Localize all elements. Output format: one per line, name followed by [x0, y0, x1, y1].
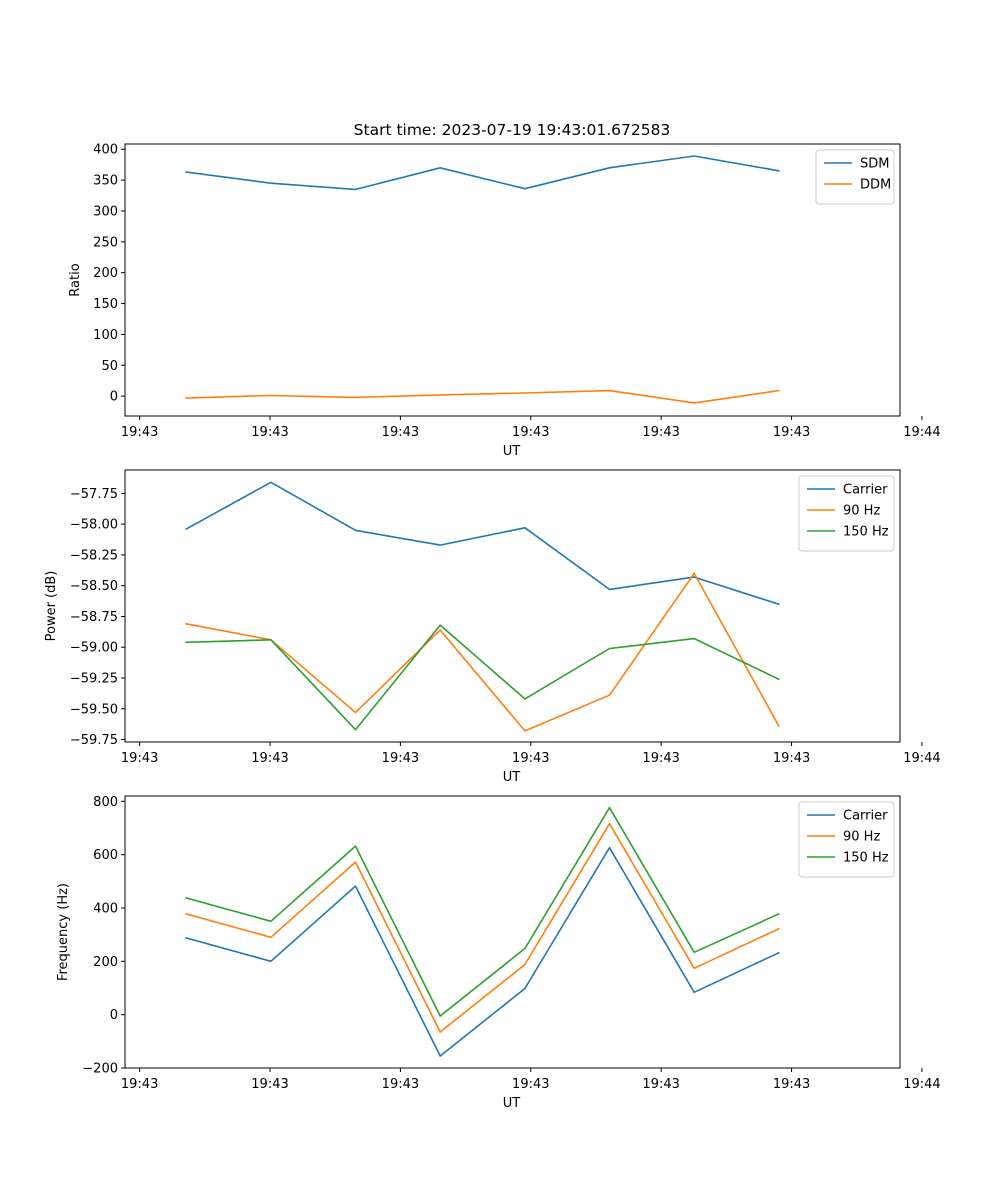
- axes-frame: [124, 143, 901, 417]
- series-line-90-hz: [185, 572, 780, 732]
- y-tick-label: 0: [110, 1008, 118, 1023]
- chart-panel-3: 19:43 19:43 19:43 19:43 19:43 19:43 19:44 −200 0…: [56, 795, 941, 1111]
- y-tick-label: 400: [93, 902, 118, 917]
- x-tick-label: 19:43: [773, 425, 810, 440]
- legend-entry: 150 Hz: [843, 851, 889, 866]
- y-tick-label: 600: [93, 848, 118, 863]
- legend-entry: 90 Hz: [843, 830, 880, 845]
- y-tick-label: 250: [93, 235, 118, 250]
- x-tick-label: 19:43: [382, 751, 419, 766]
- y-tick-label: −200: [82, 1062, 118, 1077]
- y-tick-label: −59.75: [70, 733, 118, 748]
- y-tick-label: −58.00: [70, 518, 118, 533]
- y-axis-label: Ratio: [68, 263, 83, 296]
- y-tick-label: 200: [93, 955, 118, 970]
- x-tick-label: 19:43: [121, 425, 158, 440]
- series-line-150-hz: [185, 624, 780, 731]
- y-axis-label: Power (dB): [44, 571, 59, 642]
- y-tick-label: −58.50: [70, 579, 118, 594]
- chart-panel-1: 19:43 19:43 19:43 19:43 19:43 19:43 19:44 0 50 10…: [68, 143, 941, 459]
- y-tick-label: 300: [93, 204, 118, 219]
- legend: SDM DDM: [815, 149, 895, 205]
- axes-frame: [124, 469, 901, 743]
- x-tick-label: 19:43: [382, 1077, 419, 1092]
- y-tick-label: −59.25: [70, 672, 118, 687]
- x-tick-label: 19:43: [642, 1077, 679, 1092]
- legend-entry: Carrier: [843, 483, 888, 498]
- series-line-ddm: [185, 389, 780, 404]
- chart-panels: 19:43 19:43 19:43 19:43 19:43 19:43 19:44 0 50 10…: [44, 143, 941, 1111]
- y-tick-label: 100: [93, 328, 118, 343]
- legend: Carrier 90 Hz 150 Hz: [798, 475, 895, 552]
- axes-frame: [124, 795, 901, 1069]
- y-tick-label: 50: [101, 359, 118, 374]
- series-line-90-hz: [185, 822, 780, 1033]
- x-tick-label: 19:43: [512, 1077, 549, 1092]
- y-axis-label: Frequency (Hz): [56, 883, 71, 981]
- chart-panel-2: 19:43 19:43 19:43 19:43 19:43 19:43 19:44 −59.7…: [44, 469, 941, 785]
- series-line-carrier: [185, 481, 780, 606]
- x-tick-label: 19:43: [121, 1077, 158, 1092]
- x-axis-label: UT: [503, 1096, 521, 1111]
- x-tick-label: 19:43: [773, 751, 810, 766]
- x-tick-label: 19:43: [251, 425, 288, 440]
- y-tick-label: 800: [93, 795, 118, 810]
- x-tick-label: 19:43: [642, 425, 679, 440]
- series-line-carrier: [185, 846, 780, 1057]
- x-tick-label: 19:43: [121, 751, 158, 766]
- y-tick-label: −59.00: [70, 641, 118, 656]
- x-tick-label: 19:44: [903, 751, 940, 766]
- y-tick-label: −59.50: [70, 702, 118, 717]
- x-tick-label: 19:43: [773, 1077, 810, 1092]
- x-tick-label: 19:43: [512, 425, 549, 440]
- y-tick-label: 400: [93, 143, 118, 158]
- legend-entry: SDM: [860, 157, 889, 172]
- legend: Carrier 90 Hz 150 Hz: [798, 801, 895, 878]
- x-tick-label: 19:43: [512, 751, 549, 766]
- x-tick-label: 19:43: [251, 1077, 288, 1092]
- x-tick-label: 19:43: [642, 751, 679, 766]
- x-tick-label: 19:43: [382, 425, 419, 440]
- y-tick-label: −57.75: [70, 487, 118, 502]
- y-tick-label: 200: [93, 266, 118, 281]
- x-tick-label: 19:44: [903, 425, 940, 440]
- x-axis-label: UT: [503, 444, 521, 459]
- figure-title: Start time: 2023-07-19 19:43:01.672583: [354, 121, 671, 139]
- legend-entry: 150 Hz: [843, 525, 889, 540]
- y-tick-label: −58.25: [70, 548, 118, 563]
- x-tick-label: 19:43: [251, 751, 288, 766]
- series-line-150-hz: [185, 806, 780, 1017]
- y-tick-label: 350: [93, 174, 118, 189]
- y-tick-label: 0: [110, 390, 118, 405]
- legend-entry: DDM: [860, 178, 891, 193]
- x-axis-label: UT: [503, 770, 521, 785]
- series-line-sdm: [185, 155, 780, 191]
- x-tick-label: 19:44: [903, 1077, 940, 1092]
- y-tick-label: −58.75: [70, 610, 118, 625]
- legend-box: [798, 801, 895, 878]
- legend-entry: Carrier: [843, 809, 888, 824]
- y-tick-label: 150: [93, 297, 118, 312]
- legend-entry: 90 Hz: [843, 504, 880, 519]
- legend-box: [798, 475, 895, 552]
